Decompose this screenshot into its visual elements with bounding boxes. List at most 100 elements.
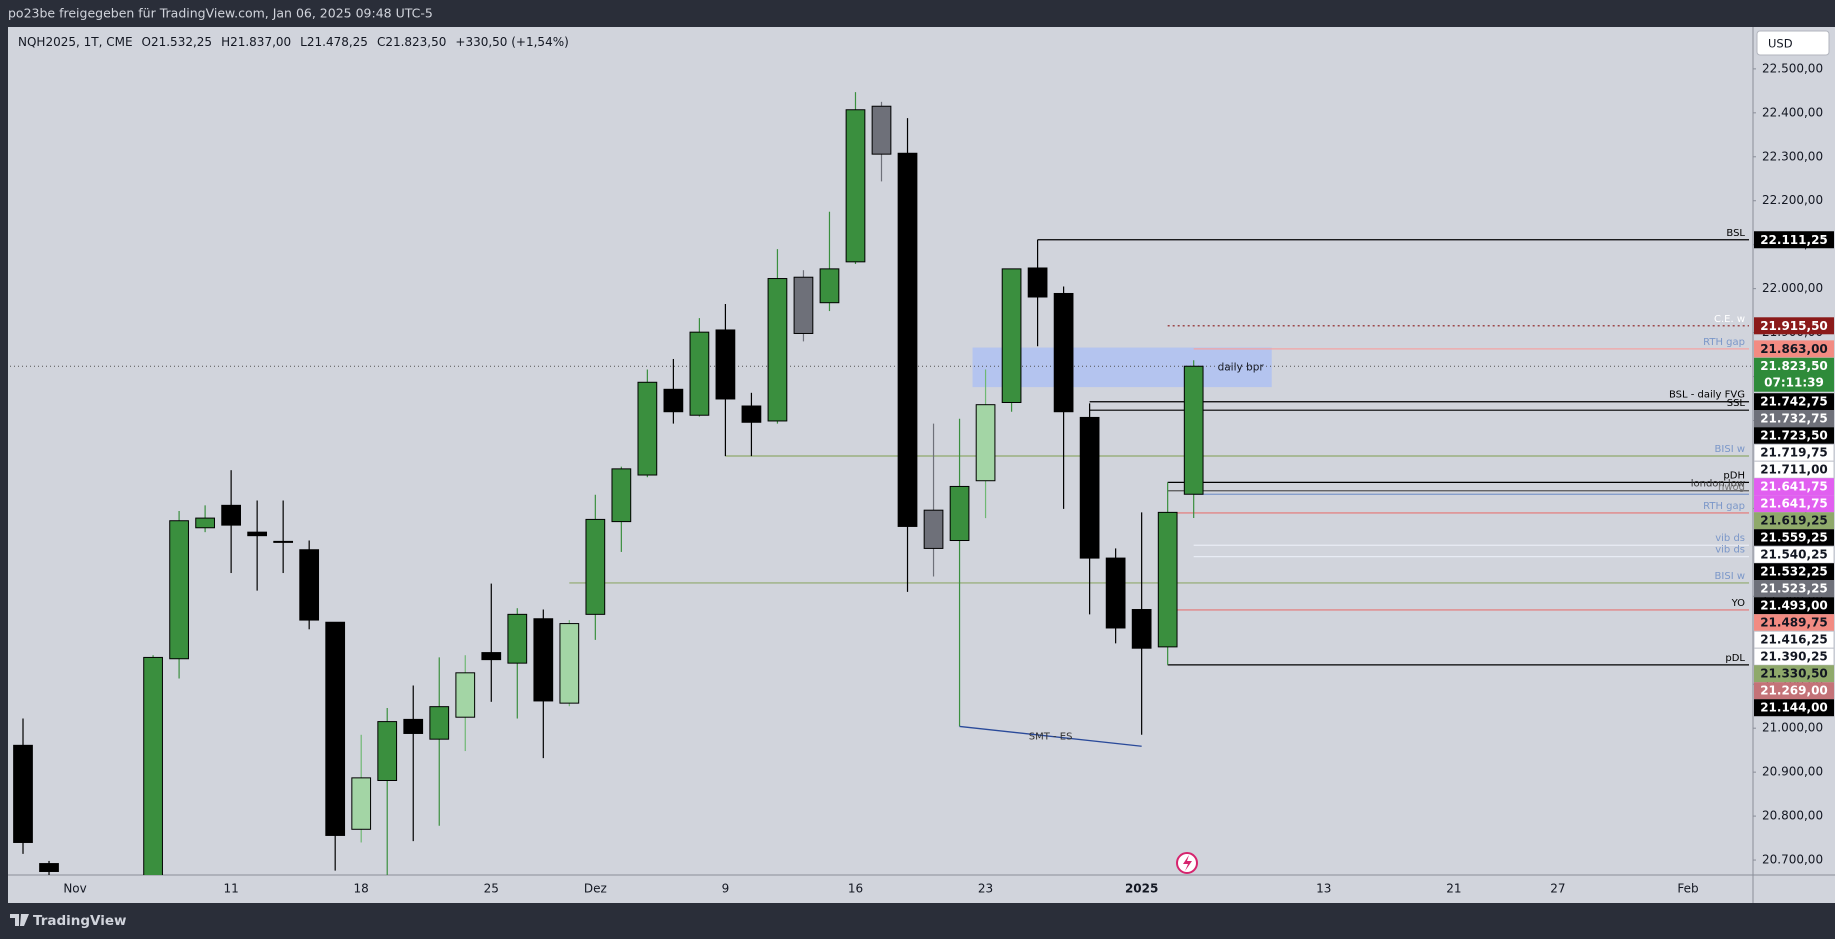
y-tick-label: 20.700,00 [1762, 853, 1823, 867]
price-label: 21.390,25 [1760, 650, 1828, 664]
y-tick-label: 22.500,00 [1762, 61, 1823, 75]
price-label: 21.416,25 [1760, 633, 1828, 647]
price-label: 21.915,50 [1760, 319, 1828, 333]
candle-body [299, 549, 320, 621]
legend-item: H21.837,00 [221, 35, 291, 49]
price-label: 21.540,25 [1760, 548, 1828, 562]
candle-body [195, 517, 215, 529]
y-tick-label: 22.200,00 [1762, 193, 1823, 207]
candle-body [663, 388, 684, 413]
candle-body [325, 621, 346, 836]
price-label-box [1754, 580, 1834, 598]
x-tick-label: 27 [1550, 882, 1565, 896]
price-label: 21.523,25 [1760, 582, 1828, 596]
legend-item: L21.478,25 [300, 35, 368, 49]
zone [972, 347, 1272, 388]
candle-body [637, 381, 658, 476]
candle-body [871, 105, 892, 155]
level-label: BSL [1726, 228, 1745, 239]
candle-body [559, 623, 580, 704]
currency-box[interactable] [1756, 30, 1830, 56]
candle-body [143, 656, 163, 875]
x-tick-label: 11 [223, 882, 238, 896]
candle-body [1157, 511, 1178, 648]
chart-background [8, 27, 1835, 903]
candle-body [741, 405, 762, 423]
legend-item: NQH2025, 1T, CME [18, 35, 133, 49]
candle-body [949, 485, 970, 542]
legend-item: C21.823,50 [377, 35, 446, 49]
level-label: YO [1731, 598, 1746, 609]
price-label: 21.742,75 [1760, 395, 1828, 409]
price-label: 21.559,25 [1760, 531, 1828, 545]
symbol-legend: NQH2025, 1T, CME O21.532,25 H21.837,00 L21.… [18, 35, 569, 49]
candle-body [585, 518, 606, 615]
candle-body [897, 152, 918, 527]
level-label: nwog [1718, 482, 1745, 493]
plot-area: daily bpr BSL C.E. w RTH gap BSL - daily FVG… [10, 92, 1753, 875]
y-tick-label: 20.800,00 [1762, 809, 1823, 823]
price-label: 21.330,50 [1760, 667, 1828, 681]
price-label: 21.619,25 [1760, 514, 1828, 528]
annotation-label: SMT - ES [1029, 731, 1073, 742]
y-tick-label: 22.000,00 [1762, 281, 1823, 295]
candle-body [1079, 416, 1100, 559]
candle-body [1131, 609, 1152, 649]
brand-logo [10, 914, 29, 926]
icon-bolt [1183, 855, 1192, 871]
y-tick-label: 21.000,00 [1762, 721, 1823, 735]
legend-item: O21.532,25 [142, 35, 213, 49]
x-tick-label: Dez [584, 882, 607, 896]
price-label-box [1754, 529, 1834, 547]
candle-body [767, 278, 788, 422]
price-label: 22.111,25 [1760, 233, 1828, 247]
lightning-icon[interactable] [1176, 852, 1198, 874]
share-title: po23be freigegeben für TradingView.com, … [8, 6, 433, 21]
candle-body [247, 531, 268, 537]
price-label-box [1754, 231, 1834, 249]
price-label: 21.641,75 [1760, 480, 1828, 494]
candle-body [715, 329, 736, 400]
zone-label: daily bpr [1218, 361, 1265, 373]
price-label: 21.711,00 [1760, 463, 1828, 477]
level-label: RTH gap [1703, 501, 1745, 512]
level-label: pDH [1723, 470, 1745, 481]
price-label-box [1754, 357, 1834, 392]
level-label: vib ds [1715, 533, 1745, 544]
price-label-box [1754, 614, 1834, 632]
brand: TradingView [33, 913, 127, 929]
price-label-box [1754, 340, 1834, 358]
level-label: SSL [1727, 398, 1746, 409]
price-label-box [1754, 317, 1834, 335]
countdown: 07:11:39 [1764, 376, 1824, 390]
candle-body [273, 540, 294, 543]
level-label: BISI w [1715, 571, 1745, 582]
price-label: 21.723,50 [1760, 429, 1828, 443]
annotation-line [959, 725, 1142, 747]
candle-body [13, 744, 33, 843]
x-tick-label: 16 [848, 882, 863, 896]
currency: USD [1768, 37, 1793, 51]
y-tick-label: 22.300,00 [1762, 149, 1823, 163]
price-label-box [1754, 699, 1834, 717]
x-tick-label: 9 [722, 882, 730, 896]
level-label: vib ds [1715, 545, 1745, 556]
price-label: 21.641,75 [1760, 497, 1828, 511]
price-label-box [1754, 495, 1834, 513]
price-label: 21.823,50 [1760, 359, 1828, 373]
price-label-box [1754, 665, 1834, 683]
price-label-box [1754, 478, 1834, 496]
x-tick-label: 2025 [1125, 882, 1158, 896]
x-tick-label: 18 [354, 882, 369, 896]
price-label: 21.269,00 [1760, 684, 1828, 698]
candle-body [533, 618, 554, 702]
x-tick-label: Nov [63, 882, 86, 896]
candle-body [429, 706, 450, 740]
level-label: RTH gap [1703, 337, 1745, 348]
price-label-box [1754, 682, 1834, 700]
candle-body [1053, 292, 1074, 413]
y-tick-label: 22.400,00 [1762, 105, 1823, 119]
price-label: 21.532,25 [1760, 565, 1828, 579]
